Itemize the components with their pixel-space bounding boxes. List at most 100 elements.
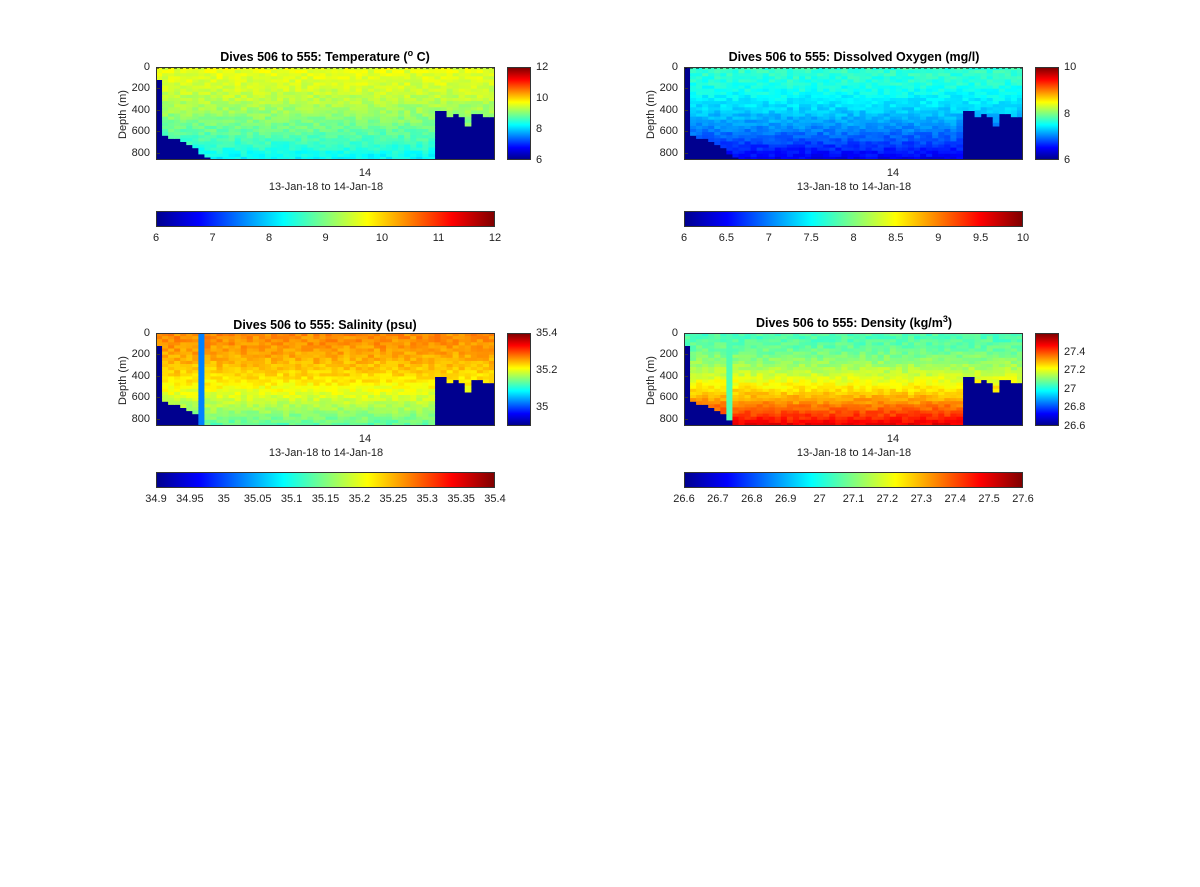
heatmap-cell <box>162 395 169 399</box>
heatmap-cell <box>780 354 788 359</box>
heatmap-cell <box>756 339 764 343</box>
heatmap-cell <box>367 144 375 149</box>
heatmap-cell <box>768 135 776 139</box>
heatmap-cell <box>386 395 393 399</box>
heatmap-cell <box>817 67 824 71</box>
heatmap-cell <box>714 379 721 384</box>
heatmap-cell <box>726 407 734 412</box>
heatmap-cell <box>774 110 782 115</box>
heatmap-cell <box>337 144 345 149</box>
heatmap-cell <box>337 407 345 412</box>
heatmap-cell <box>295 67 302 71</box>
heatmap-cell <box>210 70 218 74</box>
heatmap-cell <box>204 129 212 133</box>
heatmap-cell <box>295 156 302 160</box>
heatmap-cell <box>889 110 897 115</box>
heatmap-cell <box>240 147 248 152</box>
heatmap-cell <box>877 107 885 111</box>
heatmap-cell <box>216 364 224 368</box>
heatmap-cell <box>325 107 333 111</box>
heatmap-cell <box>210 348 218 353</box>
heatmap-cell <box>696 360 703 365</box>
heatmap-cell <box>714 395 721 399</box>
heatmap-cell <box>204 401 212 405</box>
heatmap-cell <box>349 370 357 374</box>
heatmap-cell <box>355 141 363 146</box>
heatmap-cell <box>470 70 478 74</box>
y-tick-label: 400 <box>131 369 150 382</box>
heatmap-cell <box>452 88 460 93</box>
heatmap-cell <box>817 122 824 127</box>
heatmap-cell <box>974 73 982 77</box>
heatmap-cell <box>373 150 381 155</box>
heatmap-cell <box>476 348 484 353</box>
heatmap-cell <box>440 339 448 343</box>
heatmap-cell <box>271 410 278 415</box>
colorbar-tick-label: 6 <box>1064 154 1071 166</box>
heatmap-cell <box>720 82 727 87</box>
heatmap-cell <box>799 122 806 127</box>
heatmap-cell <box>204 348 212 353</box>
heatmap-cell <box>325 101 333 105</box>
heatmap-cell <box>416 360 423 365</box>
heatmap-cell <box>464 94 472 99</box>
heatmap-cell <box>452 342 460 346</box>
heatmap-cell <box>877 144 885 149</box>
heatmap-cell <box>768 404 776 408</box>
heatmap-cell <box>428 379 436 384</box>
heatmap-cell <box>325 88 333 93</box>
heatmap-cell <box>331 398 339 402</box>
heatmap-cell <box>476 79 484 84</box>
heatmap-cell <box>410 376 417 381</box>
heatmap-cell <box>768 342 776 346</box>
heatmap-cell <box>992 104 1000 108</box>
heatmap-cell <box>410 395 417 399</box>
heatmap-cell <box>416 404 423 408</box>
heatmap-cell <box>762 342 770 346</box>
heatmap-cell <box>216 125 224 130</box>
heatmap-cell <box>926 144 933 149</box>
heatmap-cell <box>361 132 369 136</box>
heatmap-cell <box>932 91 939 96</box>
heatmap-cell <box>720 141 727 146</box>
heatmap-cell <box>416 147 423 152</box>
heatmap-cell <box>186 398 193 402</box>
heatmap-cell <box>926 138 933 142</box>
heatmap-cell <box>228 385 236 390</box>
heatmap-cell <box>811 122 818 127</box>
heatmap-cell <box>252 360 260 365</box>
heatmap-cell <box>732 413 740 418</box>
heatmap-cell <box>774 76 782 80</box>
heatmap-cell <box>799 132 806 136</box>
heatmap-cell <box>386 70 393 74</box>
heatmap-cell <box>410 379 417 384</box>
heatmap-cell <box>373 395 381 399</box>
heatmap-cell <box>289 422 296 426</box>
heatmap-cell <box>204 141 212 146</box>
heatmap-cell <box>780 144 788 149</box>
heatmap-cell <box>277 91 284 96</box>
heatmap-cell <box>762 101 770 105</box>
heatmap-cell <box>962 70 970 74</box>
heatmap-cell <box>428 413 436 418</box>
heatmap-cell <box>883 79 891 84</box>
heatmap-cell <box>464 351 472 356</box>
heatmap-cell <box>295 119 302 124</box>
heatmap-cell <box>216 79 224 84</box>
heatmap-cell <box>476 370 484 374</box>
heatmap-cell <box>331 345 339 350</box>
heatmap-cell <box>410 364 417 368</box>
heatmap-cell <box>361 113 369 118</box>
heatmap-cell <box>180 107 187 111</box>
heatmap-cell <box>349 422 357 426</box>
heatmap-cell <box>319 153 327 158</box>
heatmap-cell <box>932 113 939 118</box>
heatmap-cell <box>222 404 230 408</box>
heatmap-cell <box>240 360 248 365</box>
heatmap-cell <box>464 336 472 340</box>
heatmap-cell <box>283 129 290 133</box>
heatmap-cell <box>768 398 776 402</box>
heatmap-cell <box>786 404 794 408</box>
heatmap-cell <box>367 150 375 155</box>
heatmap-cell <box>744 339 752 343</box>
